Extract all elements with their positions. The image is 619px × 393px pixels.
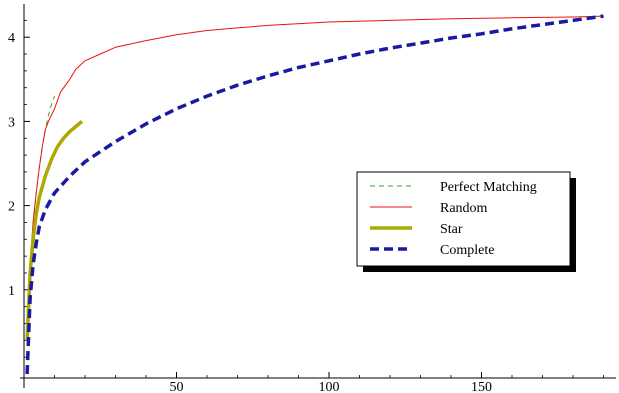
legend-label: Perfect Matching [440, 180, 537, 195]
x-tick-label: 50 [170, 380, 184, 393]
x-tick-label: 150 [471, 380, 492, 393]
legend-label: Complete [440, 243, 494, 258]
series-line-complete [25, 14, 604, 375]
y-tick-label: 3 [8, 115, 15, 130]
y-tick-label: 1 [8, 284, 15, 299]
series-line-star [25, 120, 84, 341]
series-line-random [26, 15, 604, 341]
x-tick-label: 100 [319, 380, 340, 393]
y-tick-label: 2 [8, 200, 15, 215]
legend-label: Random [440, 201, 488, 216]
legend-label: Star [440, 222, 463, 237]
y-tick-label: 4 [8, 31, 15, 46]
